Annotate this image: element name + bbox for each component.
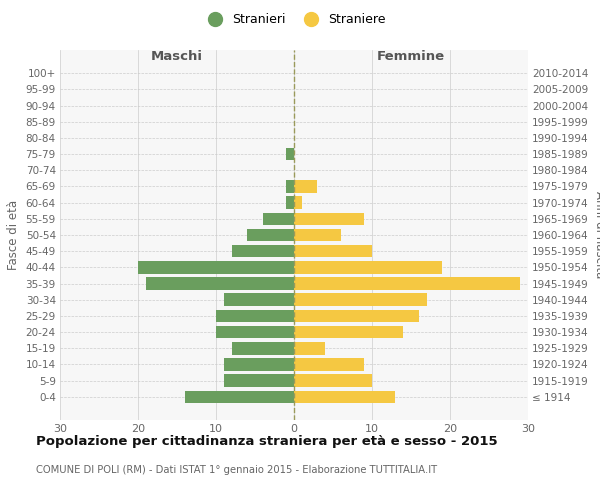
Bar bbox=[294, 310, 419, 322]
Bar bbox=[224, 294, 294, 306]
Bar bbox=[232, 342, 294, 354]
Bar bbox=[294, 390, 395, 403]
Bar bbox=[138, 261, 294, 274]
Text: Femmine: Femmine bbox=[377, 50, 445, 64]
Bar bbox=[294, 212, 364, 225]
Bar bbox=[232, 245, 294, 258]
Bar bbox=[294, 294, 427, 306]
Text: Maschi: Maschi bbox=[151, 50, 203, 64]
Bar bbox=[294, 180, 317, 193]
Bar bbox=[294, 261, 442, 274]
Bar bbox=[247, 228, 294, 241]
Bar bbox=[294, 196, 302, 209]
Bar bbox=[185, 390, 294, 403]
Bar bbox=[146, 277, 294, 290]
Bar bbox=[263, 212, 294, 225]
Bar bbox=[216, 326, 294, 338]
Text: Popolazione per cittadinanza straniera per età e sesso - 2015: Popolazione per cittadinanza straniera p… bbox=[36, 435, 497, 448]
Bar bbox=[294, 228, 341, 241]
Text: COMUNE DI POLI (RM) - Dati ISTAT 1° gennaio 2015 - Elaborazione TUTTITALIA.IT: COMUNE DI POLI (RM) - Dati ISTAT 1° genn… bbox=[36, 465, 437, 475]
Y-axis label: Fasce di età: Fasce di età bbox=[7, 200, 20, 270]
Bar bbox=[294, 326, 403, 338]
Bar bbox=[294, 374, 372, 387]
Legend: Stranieri, Straniere: Stranieri, Straniere bbox=[197, 8, 391, 31]
Bar bbox=[224, 374, 294, 387]
Bar bbox=[216, 310, 294, 322]
Bar bbox=[294, 342, 325, 354]
Bar bbox=[286, 148, 294, 160]
Bar bbox=[286, 180, 294, 193]
Bar bbox=[294, 358, 364, 371]
Bar bbox=[294, 277, 520, 290]
Bar bbox=[286, 196, 294, 209]
Bar bbox=[294, 245, 372, 258]
Bar bbox=[224, 358, 294, 371]
Y-axis label: Anni di nascita: Anni di nascita bbox=[593, 192, 600, 278]
